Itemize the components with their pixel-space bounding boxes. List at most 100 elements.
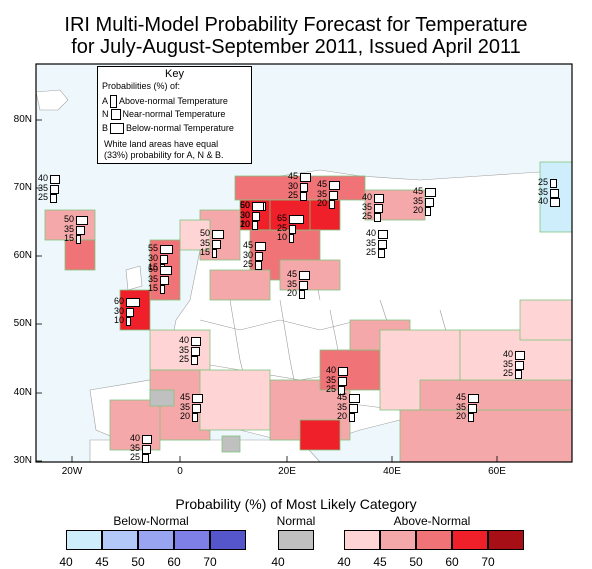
probability-bar-icon — [329, 200, 335, 209]
probability-value-below: 25 — [243, 259, 277, 270]
legend-below-value: 50 — [131, 555, 145, 569]
probability-number: 35 — [180, 401, 191, 412]
key-title: Key — [165, 68, 184, 80]
probability-stack: 60 30 10 — [114, 296, 148, 327]
probability-number: 40 — [326, 365, 337, 375]
probability-bar-icon — [255, 261, 262, 270]
probability-number: 35 — [366, 237, 377, 248]
probability-bar-icon — [142, 454, 149, 463]
probability-bar-icon — [299, 290, 305, 299]
probability-stack: 40 35 25 — [366, 228, 400, 259]
probability-value-near: 35 — [503, 359, 537, 370]
probability-number: 45 — [288, 171, 299, 181]
probability-bar-icon — [338, 376, 347, 386]
probability-value-above: 40 — [366, 228, 400, 239]
probability-value-above: 60 — [114, 296, 148, 307]
probability-bar-icon — [252, 211, 260, 221]
probability-bar-icon — [289, 234, 294, 243]
probability-number: 25 — [277, 222, 288, 233]
probability-stack: 50 35 15 — [200, 228, 234, 259]
probability-bar-icon — [425, 197, 434, 207]
probability-value-near: 35 — [456, 401, 490, 413]
probability-value-near: 30 — [288, 181, 322, 192]
probability-value-above: 45 — [413, 186, 447, 197]
map-title-line-2: for July-August-September 2011, Issued A… — [71, 36, 521, 58]
key-note: White land areas have equal (33%) probab… — [104, 139, 224, 161]
probability-value-below: 20 — [413, 205, 447, 216]
legend-below-value: 70 — [203, 555, 217, 569]
probability-number: 45 — [337, 392, 348, 402]
probability-number: 15 — [148, 283, 159, 293]
probability-value-above: 40 — [503, 349, 537, 360]
probability-number: 40 — [179, 335, 190, 345]
probability-stack: 45 35 20 — [413, 186, 447, 217]
probability-bar-icon — [329, 190, 338, 200]
key-note-line-1: White land areas have equal — [104, 139, 219, 149]
probability-value-below: 10 — [277, 232, 311, 243]
legend-above-value: 70 — [481, 555, 495, 569]
probability-number: 15 — [64, 233, 75, 243]
probability-number: 35 — [64, 223, 75, 234]
probability-bar-icon — [515, 351, 525, 360]
probability-value-near: 35 — [148, 273, 182, 285]
legend-below-value: 60 — [167, 555, 181, 569]
probability-number: 30 — [243, 249, 254, 260]
probability-number: 10 — [240, 219, 251, 229]
probability-number: 35 — [130, 442, 141, 453]
probability-bar-icon — [349, 403, 358, 413]
probability-number: 25 — [326, 384, 337, 394]
probability-value-near: 35 — [362, 202, 396, 213]
probability-bar-icon — [142, 435, 152, 444]
probability-number: 35 — [179, 344, 190, 355]
legend-above-swatch — [416, 530, 452, 550]
probability-value-near: 35 — [64, 223, 98, 235]
key-note-line-2: (33%) probability for A, N & B. — [104, 150, 224, 160]
probability-stack: 50 30 20 — [240, 200, 274, 231]
probability-bar-icon — [299, 271, 310, 280]
probability-number: 60 — [240, 200, 251, 210]
probability-number: 35 — [538, 186, 549, 197]
legend-above-value: 50 — [409, 555, 423, 569]
probability-number: 35 — [337, 401, 348, 412]
probability-number: 35 — [456, 401, 467, 412]
probability-number: 35 — [148, 273, 159, 284]
probability-value-near: 35 — [38, 182, 72, 194]
probability-bar-icon — [160, 266, 172, 275]
probability-stack: 45 30 25 — [288, 171, 322, 202]
probability-stack: 45 35 20 — [287, 269, 321, 300]
key-bar-below-icon — [110, 123, 125, 135]
probability-number: 35 — [38, 182, 49, 193]
probability-number: 65 — [277, 213, 288, 223]
probability-number: 50 — [240, 200, 251, 210]
probability-bar-icon — [425, 188, 436, 197]
probability-bar-icon — [126, 317, 131, 326]
probability-number: 35 — [413, 195, 424, 206]
probability-value-above: 40 — [362, 192, 396, 203]
probability-stack: 40 35 25 — [130, 433, 164, 464]
probability-value-above: 40 — [130, 433, 164, 444]
probability-number: 40 — [38, 173, 49, 183]
probability-number: 35 — [326, 374, 337, 385]
probability-value-above: 40 — [38, 173, 72, 184]
probability-number: 25 — [243, 259, 254, 269]
probability-value-below: 25 — [38, 192, 72, 203]
probability-value-near: 30 — [114, 306, 148, 317]
probability-value-below: 15 — [64, 233, 98, 244]
probability-number: 20 — [456, 411, 467, 421]
probability-number: 60 — [114, 296, 125, 306]
map-frame — [35, 63, 573, 463]
probability-number: 20 — [287, 288, 298, 298]
probability-bar-icon — [192, 403, 201, 413]
legend-below-swatch — [102, 530, 138, 550]
probability-value-below: 25 — [366, 247, 400, 258]
probability-number: 25 — [179, 354, 190, 364]
probability-number: 20 — [317, 198, 328, 208]
lat-label-80n: 80N — [13, 114, 32, 125]
probability-value-above: 65 — [277, 213, 311, 224]
probability-value-near: 35 — [317, 189, 351, 200]
legend-normal-swatch — [278, 530, 314, 550]
probability-number: 45 — [180, 392, 191, 402]
probability-stack: 45 35 20 — [456, 392, 490, 423]
probability-stack: 45 35 20 — [180, 392, 214, 423]
probability-stack: 40 35 25 — [326, 365, 360, 396]
